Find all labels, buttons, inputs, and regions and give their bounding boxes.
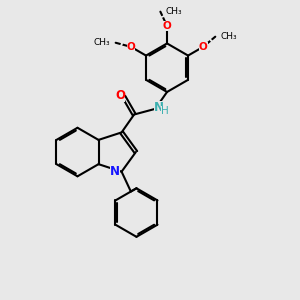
Text: O: O (127, 42, 135, 52)
Text: O: O (163, 21, 171, 31)
Text: O: O (115, 89, 125, 102)
Text: CH₃: CH₃ (94, 38, 110, 47)
Text: O: O (207, 27, 224, 47)
Text: O: O (107, 33, 124, 53)
Text: CH₃: CH₃ (166, 7, 182, 16)
Text: N: N (110, 165, 120, 178)
Text: H: H (161, 106, 169, 116)
Text: N: N (154, 100, 164, 114)
Text: O: O (152, 2, 169, 22)
Text: CH₃: CH₃ (220, 32, 237, 41)
Text: O: O (199, 42, 208, 52)
